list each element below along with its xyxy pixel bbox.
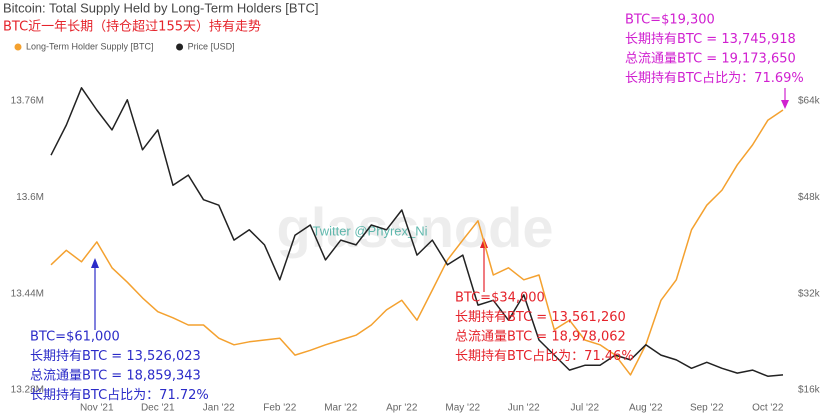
x-tick-label: Sep '22: [690, 403, 724, 414]
annotation-line: BTC=$19,300: [625, 13, 715, 28]
annotation-line: 长期持有BTC占比为：71.69%: [625, 71, 804, 86]
x-tick-label: Dec '21: [141, 403, 175, 414]
annotation-line: BTC=$61,000: [30, 330, 120, 345]
arrows: [91, 88, 789, 330]
arrow-head: [91, 258, 99, 268]
x-tick-label: Mar '22: [324, 403, 357, 414]
x-tick-label: Nov '21: [80, 403, 114, 414]
annotation-line: 总流通量BTC = 19,173,650: [625, 52, 796, 67]
credit: Twitter @Phyrex_Ni: [312, 223, 427, 238]
annotation-line: 长期持有BTC = 13,745,918: [625, 32, 796, 47]
x-tick-label: May '22: [445, 403, 480, 414]
legend-swatch: [14, 43, 22, 51]
legend-swatch: [176, 43, 184, 51]
annotation-line: 长期持有BTC占比为：71.72%: [30, 388, 209, 403]
annotation-line: 总流通量BTC = 18,859,343: [30, 369, 201, 384]
y2-tick-label: $48k: [798, 192, 821, 203]
y2-tick-label: $32k: [798, 288, 821, 299]
x-tick-label: Feb '22: [263, 403, 296, 414]
y2-tick-label: $64k: [798, 96, 821, 107]
annotation-line: 长期持有BTC占比为：71.46%: [455, 349, 634, 364]
arrow-head: [781, 100, 789, 109]
y2-tick-label: $16k: [798, 385, 821, 396]
legend-label: Price [USD]: [188, 41, 235, 51]
annotation-line: 长期持有BTC = 13,526,023: [30, 349, 201, 364]
chart-title: Bitcoin: Total Supply Held by Long-Term …: [3, 0, 319, 15]
x-tick-label: Jul '22: [570, 403, 599, 414]
x-tick-label: Oct '22: [752, 403, 784, 414]
x-tick-label: Jan '22: [203, 403, 235, 414]
y-tick-label: 13.6M: [16, 192, 44, 203]
y-tick-label: 13.76M: [11, 96, 44, 107]
annotation-line: 总流通量BTC = 18,978,062: [455, 330, 626, 345]
annotation-line: BTC=$34,000: [455, 291, 545, 306]
x-tick-label: Apr '22: [386, 403, 418, 414]
legend-label: Long-Term Holder Supply [BTC]: [26, 41, 154, 51]
series-line: [50, 87, 784, 377]
y-tick-label: 13.44M: [11, 288, 44, 299]
annotation-line: 长期持有BTC = 13,561,260: [455, 310, 626, 325]
series-line: [50, 109, 784, 376]
y-tick-label: 13.28M: [11, 385, 44, 396]
chart-subtitle: BTC近一年长期（持仓超过155天）持有走势: [3, 19, 261, 35]
x-tick-label: Aug '22: [629, 403, 663, 414]
x-tick-label: Jun '22: [508, 403, 540, 414]
